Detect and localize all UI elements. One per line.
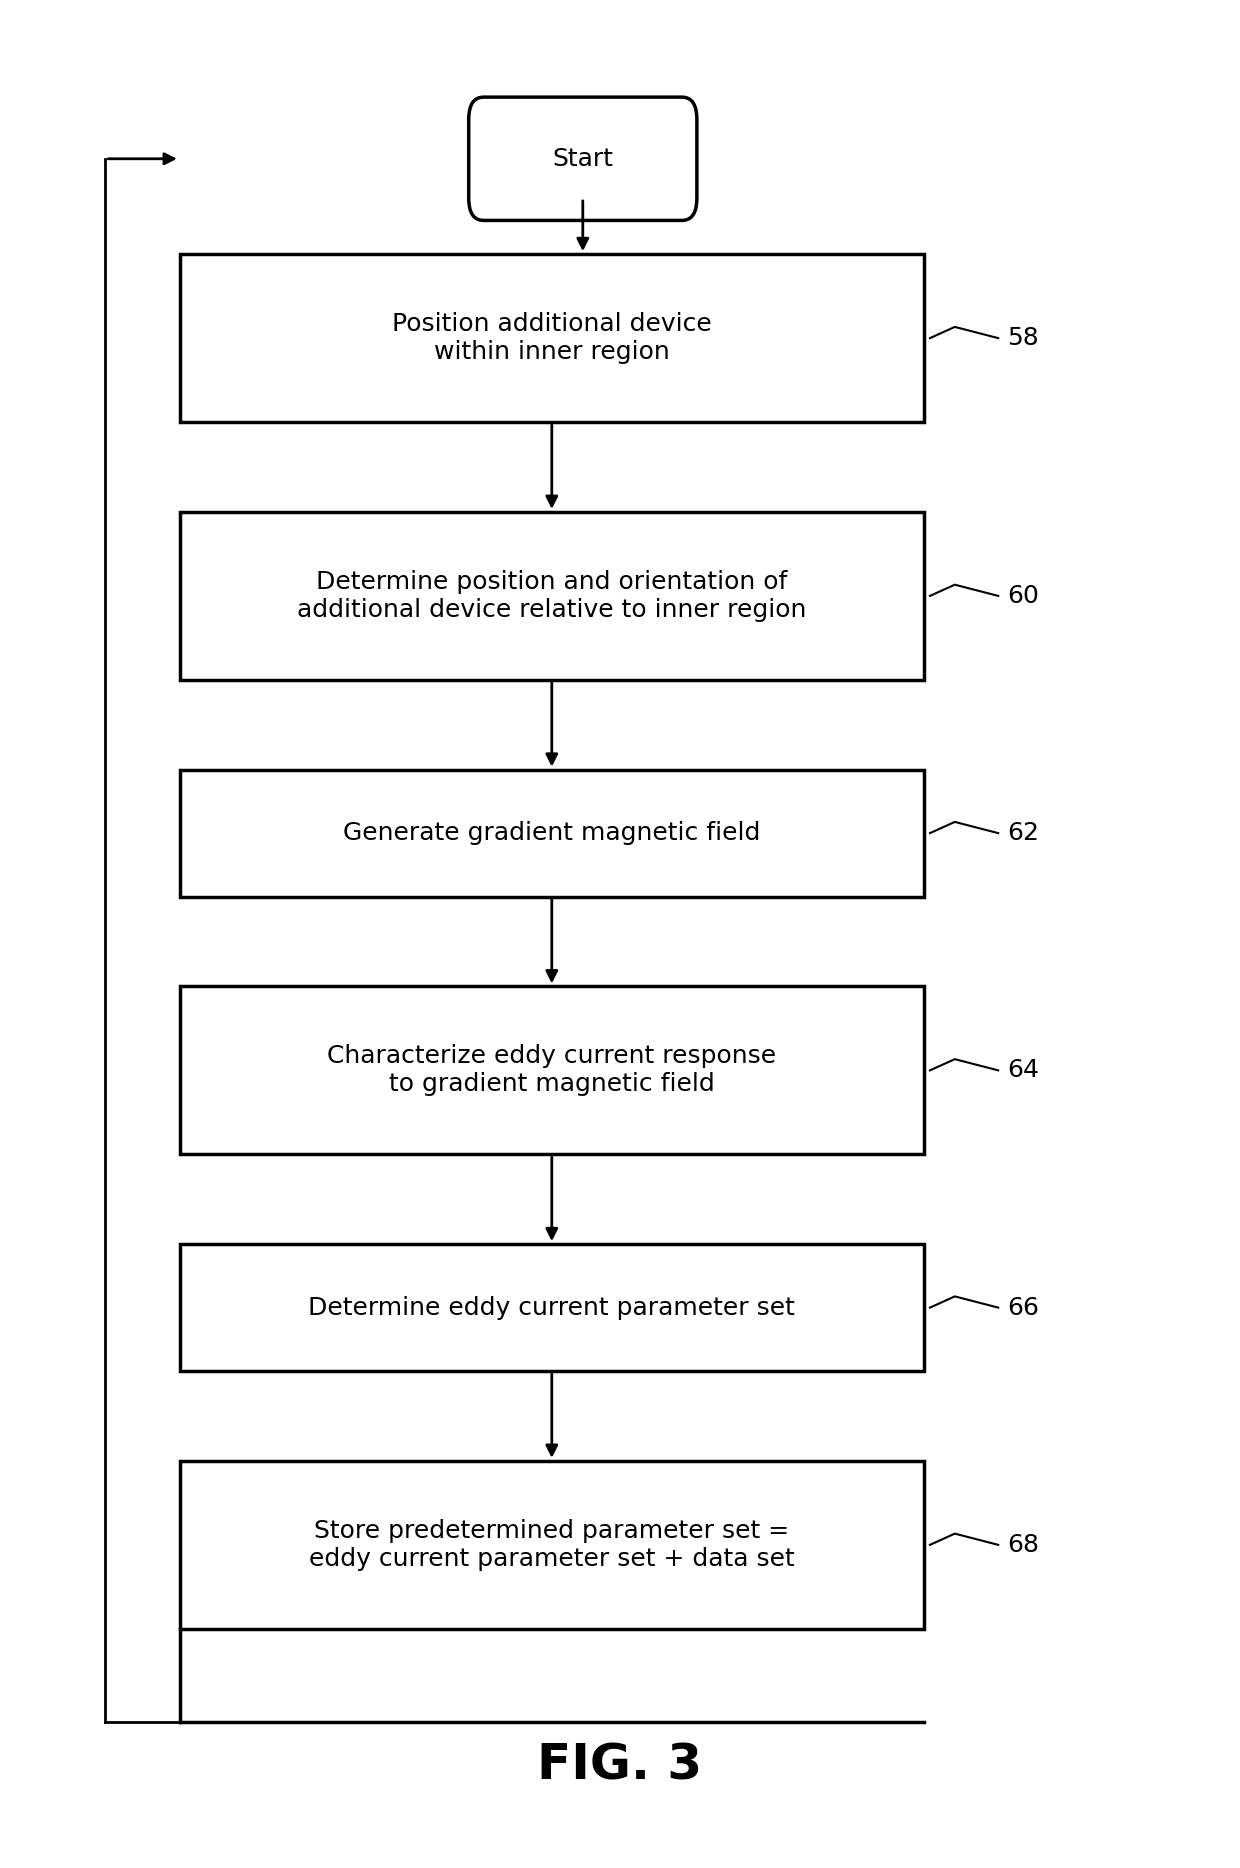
Text: Characterize eddy current response
to gradient magnetic field: Characterize eddy current response to gr… xyxy=(327,1044,776,1097)
FancyBboxPatch shape xyxy=(180,254,924,422)
FancyBboxPatch shape xyxy=(180,1461,924,1629)
Text: 58: 58 xyxy=(1007,327,1039,349)
FancyBboxPatch shape xyxy=(180,512,924,680)
Text: 64: 64 xyxy=(1007,1059,1039,1082)
Text: FIG. 3: FIG. 3 xyxy=(537,1741,703,1790)
Text: 68: 68 xyxy=(1007,1534,1039,1556)
FancyBboxPatch shape xyxy=(469,97,697,220)
Text: 60: 60 xyxy=(1007,585,1039,607)
Text: Start: Start xyxy=(552,148,614,170)
Text: 62: 62 xyxy=(1007,822,1039,844)
Text: Generate gradient magnetic field: Generate gradient magnetic field xyxy=(343,822,760,844)
Text: Determine eddy current parameter set: Determine eddy current parameter set xyxy=(309,1296,795,1319)
FancyBboxPatch shape xyxy=(180,986,924,1154)
Text: Position additional device
within inner region: Position additional device within inner … xyxy=(392,312,712,364)
Text: 66: 66 xyxy=(1007,1296,1039,1319)
Text: Store predetermined parameter set =
eddy current parameter set + data set: Store predetermined parameter set = eddy… xyxy=(309,1519,795,1571)
FancyBboxPatch shape xyxy=(180,770,924,897)
Text: Determine position and orientation of
additional device relative to inner region: Determine position and orientation of ad… xyxy=(298,570,806,622)
FancyBboxPatch shape xyxy=(180,1244,924,1371)
